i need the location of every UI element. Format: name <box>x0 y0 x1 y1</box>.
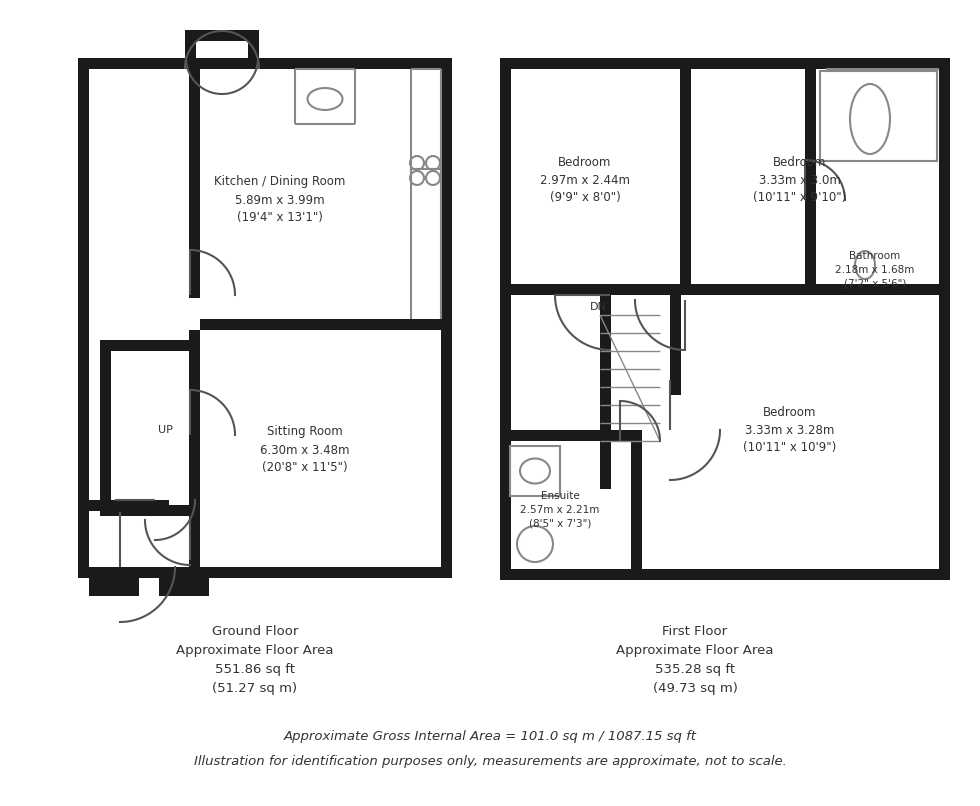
Bar <box>159 578 209 596</box>
Text: DN: DN <box>590 302 607 312</box>
Bar <box>185 30 259 41</box>
Text: Kitchen / Dining Room
5.89m x 3.99m
(19'4" x 13'1"): Kitchen / Dining Room 5.89m x 3.99m (19'… <box>215 176 346 225</box>
Bar <box>511 284 591 295</box>
Text: UP: UP <box>158 425 172 435</box>
Bar <box>189 430 200 578</box>
Bar <box>939 58 950 580</box>
Bar <box>89 578 139 596</box>
Text: Bedroom
3.33m x 3.28m
(10'11" x 10'9"): Bedroom 3.33m x 3.28m (10'11" x 10'9") <box>744 405 837 455</box>
Bar <box>680 284 939 295</box>
Text: Bathroom
2.18m x 1.68m
(7'2" x 5'6"): Bathroom 2.18m x 1.68m (7'2" x 5'6") <box>835 251 914 289</box>
Bar <box>670 295 681 395</box>
Bar <box>78 58 452 69</box>
Bar <box>510 446 560 496</box>
Bar <box>511 284 939 295</box>
Bar <box>78 58 89 578</box>
Bar <box>680 58 691 295</box>
Bar <box>189 58 200 298</box>
Bar <box>248 30 259 58</box>
Bar <box>100 340 111 510</box>
Text: Sitting Room
6.30m x 3.48m
(20'8" x 11'5"): Sitting Room 6.30m x 3.48m (20'8" x 11'5… <box>261 426 350 475</box>
Bar <box>441 58 452 578</box>
Bar <box>100 340 190 351</box>
Bar <box>805 69 816 295</box>
Text: Bedroom
3.33m x 3.0m
(10'11" x 9'10"): Bedroom 3.33m x 3.0m (10'11" x 9'10") <box>754 156 847 205</box>
Bar <box>820 71 937 161</box>
Bar <box>500 58 950 69</box>
Text: Approximate Gross Internal Area = 101.0 sq m / 1087.15 sq ft: Approximate Gross Internal Area = 101.0 … <box>283 730 697 743</box>
Bar <box>600 295 611 489</box>
Bar <box>500 569 950 580</box>
Bar <box>500 58 511 580</box>
Text: Illustration for identification purposes only, measurements are approximate, not: Illustration for identification purposes… <box>194 755 786 768</box>
Bar <box>100 505 190 516</box>
Text: Ensuite
2.57m x 2.21m
(8'5" x 7'3"): Ensuite 2.57m x 2.21m (8'5" x 7'3") <box>520 491 600 529</box>
Bar <box>189 330 200 430</box>
Bar <box>89 500 169 511</box>
Bar <box>185 30 196 58</box>
Text: Ground Floor
Approximate Floor Area
551.86 sq ft
(51.27 sq m): Ground Floor Approximate Floor Area 551.… <box>176 625 334 695</box>
Bar <box>200 319 441 330</box>
Bar <box>511 430 631 441</box>
Bar <box>631 430 642 569</box>
Text: First Floor
Approximate Floor Area
535.28 sq ft
(49.73 sq m): First Floor Approximate Floor Area 535.2… <box>616 625 774 695</box>
Text: Bedroom
2.97m x 2.44m
(9'9" x 8'0"): Bedroom 2.97m x 2.44m (9'9" x 8'0") <box>540 156 630 205</box>
Bar <box>78 567 452 578</box>
